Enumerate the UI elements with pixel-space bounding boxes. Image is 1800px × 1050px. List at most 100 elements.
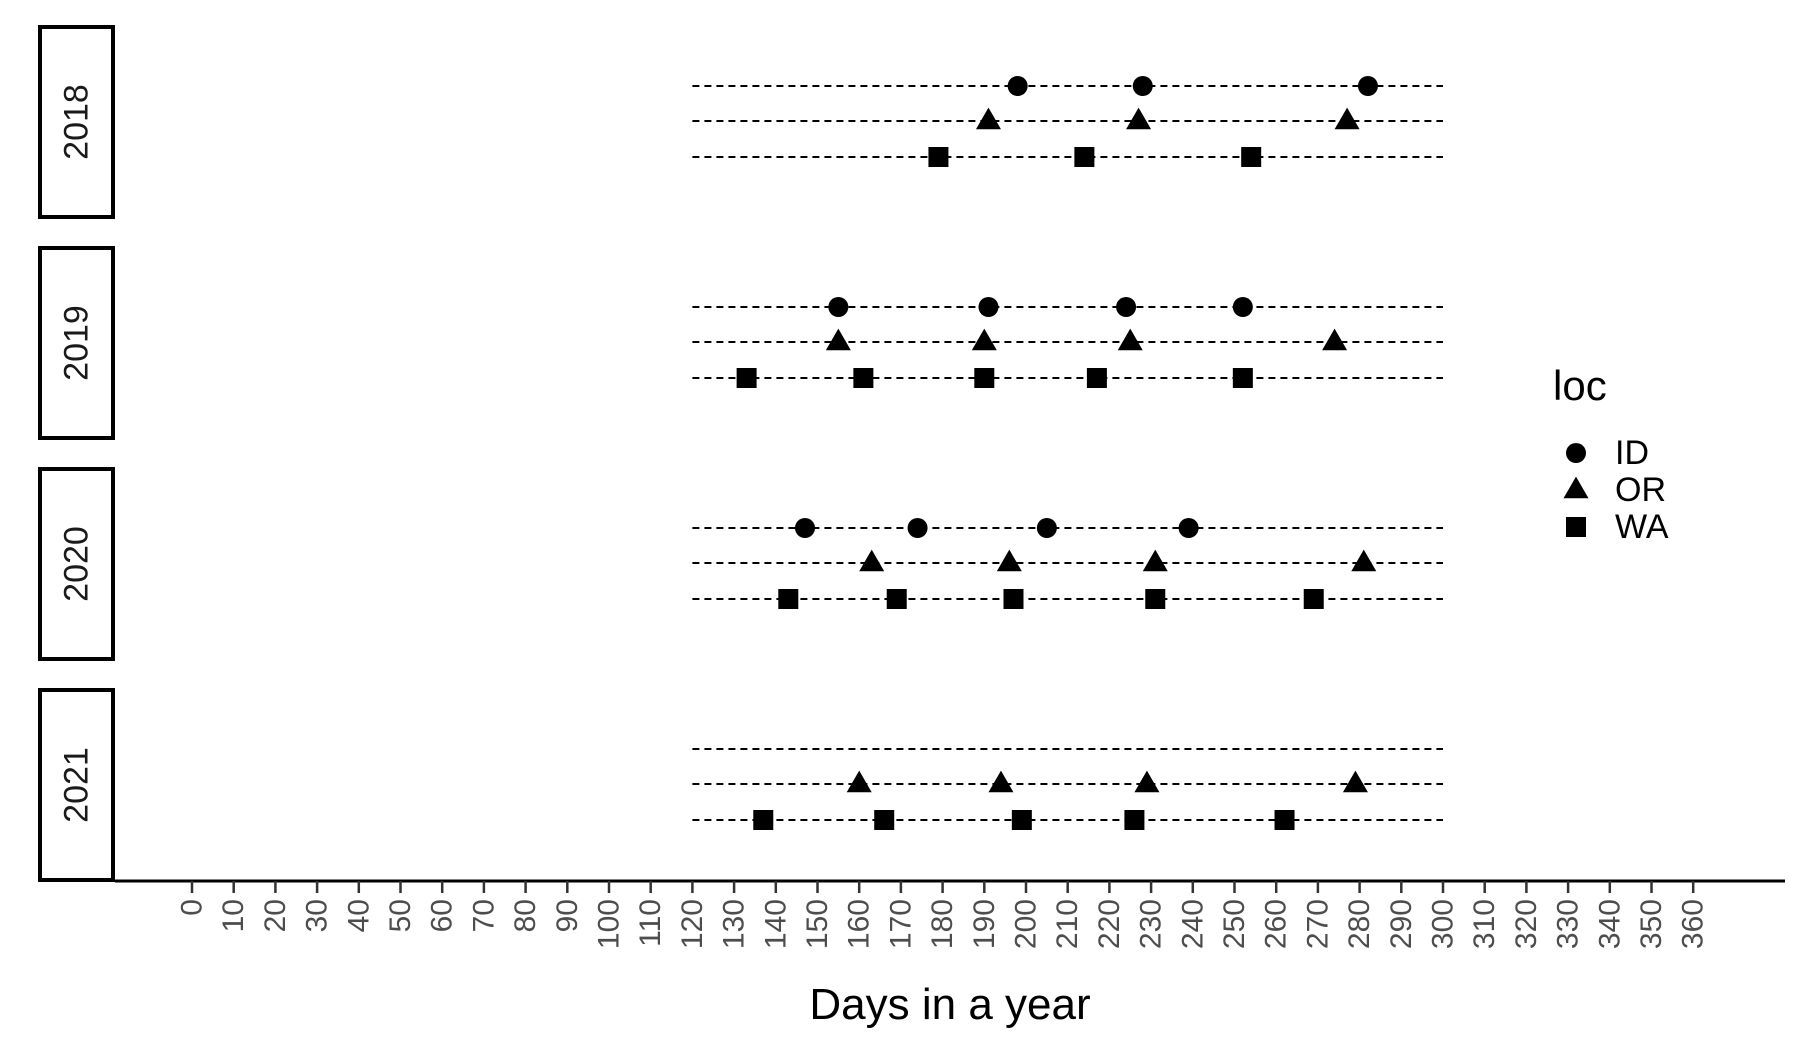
legend-key-ID xyxy=(1566,443,1586,463)
x-tick-label: 150 xyxy=(801,899,834,949)
data-point-OR xyxy=(1322,328,1348,351)
facet-strip-label: 2021 xyxy=(58,747,96,823)
x-tick-label: 320 xyxy=(1510,899,1543,949)
x-tick-label: 230 xyxy=(1135,899,1168,949)
data-point-WA xyxy=(1303,589,1324,609)
data-point-OR xyxy=(859,549,885,572)
x-tick-label: 240 xyxy=(1176,899,1209,949)
data-point-WA xyxy=(886,589,907,609)
data-point-ID xyxy=(794,518,815,538)
x-tick-label: 140 xyxy=(759,899,792,949)
x-tick-label: 220 xyxy=(1093,899,1126,949)
x-tick-label: 130 xyxy=(718,899,751,949)
facet-strip-label: 2019 xyxy=(58,305,96,381)
data-point-WA xyxy=(1074,147,1095,167)
x-tick-label: 200 xyxy=(1010,899,1043,949)
x-tick-label: 0 xyxy=(176,899,209,916)
data-point-ID xyxy=(1232,297,1253,317)
facet-strip xyxy=(38,246,115,440)
data-point-OR xyxy=(1342,770,1368,793)
x-tick-label: 80 xyxy=(509,899,542,932)
x-axis: 0 10 20 30 40 50 60 70 80 90 100 110 120 130 140 150 160… xyxy=(115,879,1785,949)
data-point-ID xyxy=(828,297,849,317)
data-point-ID xyxy=(978,297,999,317)
data-point-WA xyxy=(1274,810,1295,830)
data-point-WA xyxy=(753,810,774,830)
x-tick-label: 340 xyxy=(1593,899,1626,949)
x-tick-label: 110 xyxy=(634,899,667,947)
facet-panel-2020: 2020 xyxy=(38,467,1443,661)
x-tick-label: 100 xyxy=(593,899,626,949)
data-point-WA xyxy=(1003,589,1024,609)
facet-panel-2019: 2019 xyxy=(38,246,1443,440)
x-axis-title: Days in a year xyxy=(809,980,1090,1029)
x-tick-label: 250 xyxy=(1218,899,1251,949)
data-point-ID xyxy=(1132,76,1153,96)
data-point-OR xyxy=(1334,107,1360,130)
x-tick-label: 20 xyxy=(259,899,292,932)
data-point-ID xyxy=(1036,518,1057,538)
data-point-OR xyxy=(971,328,997,351)
x-tick-label: 60 xyxy=(426,899,459,932)
data-point-OR xyxy=(975,107,1001,130)
legend-label-ID: ID xyxy=(1615,434,1649,472)
data-point-WA xyxy=(974,368,995,388)
legend-label-WA: WA xyxy=(1615,508,1669,546)
x-tick-label: 90 xyxy=(551,899,584,932)
data-point-ID xyxy=(1357,76,1378,96)
data-point-WA xyxy=(1124,810,1145,830)
data-point-WA xyxy=(1232,368,1253,388)
x-tick-label: 290 xyxy=(1385,899,1418,949)
data-point-WA xyxy=(874,810,895,830)
data-point-ID xyxy=(907,518,928,538)
facet-panel-2018: 2018 xyxy=(38,25,1443,219)
x-tick-label: 260 xyxy=(1260,899,1293,949)
x-tick-label: 210 xyxy=(1051,899,1084,949)
x-tick-label: 30 xyxy=(301,899,334,932)
x-tick-label: 10 xyxy=(217,899,250,932)
x-tick-label: 70 xyxy=(467,899,500,932)
facet-strip-label: 2020 xyxy=(58,526,96,602)
data-point-WA xyxy=(1011,810,1032,830)
legend-label-OR: OR xyxy=(1615,471,1666,509)
data-point-OR xyxy=(1351,549,1377,572)
data-point-ID xyxy=(1116,297,1137,317)
data-point-OR xyxy=(996,549,1022,572)
data-point-WA xyxy=(853,368,874,388)
x-tick-label: 40 xyxy=(342,899,375,932)
data-point-WA xyxy=(1145,589,1166,609)
data-point-OR xyxy=(1117,328,1143,351)
x-tick-label: 190 xyxy=(968,899,1001,949)
data-point-OR xyxy=(846,770,872,793)
x-tick-label: 330 xyxy=(1552,899,1585,949)
facet-panel-2021: 2021 xyxy=(38,688,1443,882)
legend-key-OR xyxy=(1563,476,1589,499)
data-point-WA xyxy=(736,368,757,388)
legend-title: loc xyxy=(1553,362,1607,409)
facet-strip xyxy=(38,688,115,882)
x-tick-label: 350 xyxy=(1635,899,1668,949)
data-point-OR xyxy=(1134,770,1160,793)
legend-key-WA xyxy=(1566,517,1586,537)
x-tick-label: 170 xyxy=(884,899,917,949)
data-point-OR xyxy=(1142,549,1168,572)
data-point-WA xyxy=(778,589,799,609)
data-point-OR xyxy=(1126,107,1152,130)
x-tick-label: 310 xyxy=(1468,899,1501,949)
x-tick-label: 50 xyxy=(384,899,417,932)
x-tick-label: 180 xyxy=(926,899,959,949)
data-point-OR xyxy=(988,770,1014,793)
data-point-OR xyxy=(825,328,851,351)
data-point-ID xyxy=(1178,518,1199,538)
facet-strip xyxy=(38,25,115,219)
facet-strip xyxy=(38,467,115,661)
data-point-WA xyxy=(1241,147,1262,167)
x-tick-label: 280 xyxy=(1343,899,1376,949)
x-tick-label: 360 xyxy=(1677,899,1710,949)
x-tick-label: 160 xyxy=(843,899,876,949)
x-tick-label: 270 xyxy=(1301,899,1334,949)
data-point-WA xyxy=(928,147,949,167)
data-point-ID xyxy=(1007,76,1028,96)
